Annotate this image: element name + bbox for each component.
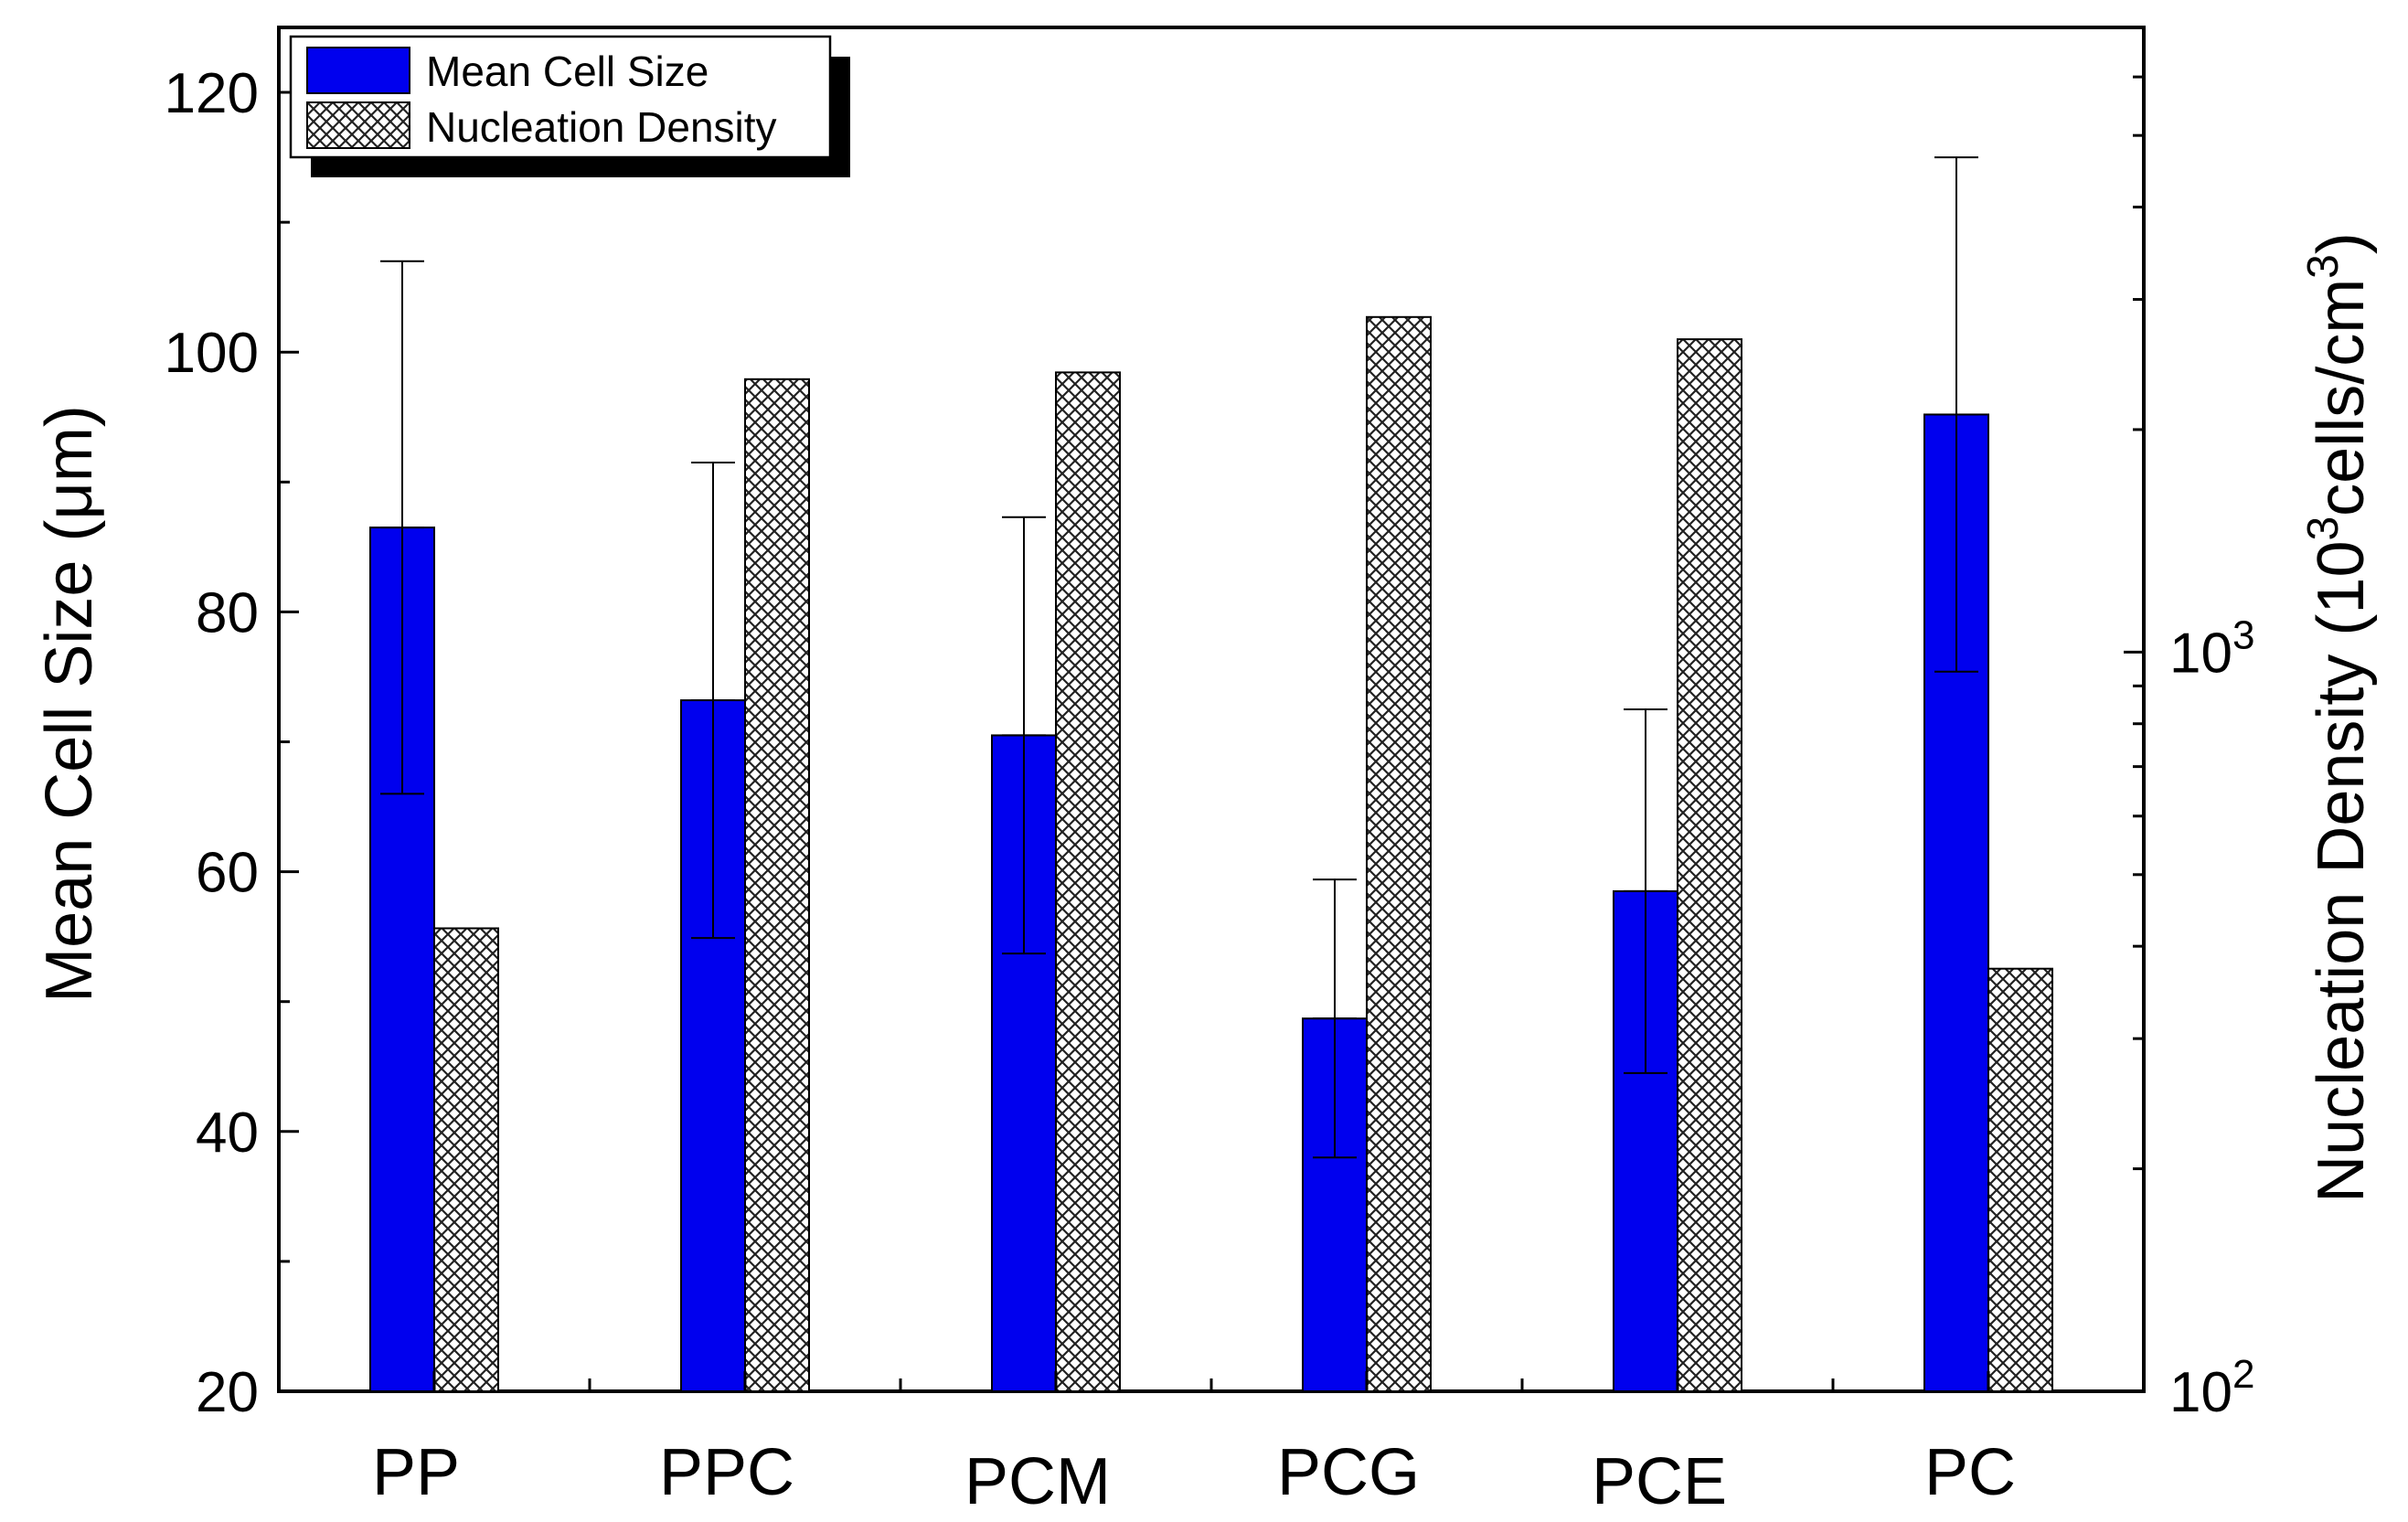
x-category-label-ppc: PPC xyxy=(659,1436,794,1509)
bar-nucleation-density-pp xyxy=(433,927,499,1392)
legend-swatch-nucleation-density xyxy=(306,101,410,149)
bar-nucleation-density-pcg xyxy=(1366,315,1432,1393)
error-bars-layer xyxy=(380,156,1978,1159)
left-y-axis: 20 40 60 80 100 120 xyxy=(165,62,299,1424)
bar-nucleation-density-pcm xyxy=(1055,371,1121,1392)
x-category-label-pce: PCE xyxy=(1592,1445,1727,1518)
x-category-label-pc: PC xyxy=(1924,1436,2016,1509)
left-axis-title: Mean Cell Size (μm) xyxy=(33,405,106,1003)
right-tick-label: 102 xyxy=(2169,1352,2254,1424)
plot-area-frame xyxy=(277,26,2146,1393)
bars-layer xyxy=(369,315,2053,1393)
legend-swatch-mean-cell-size xyxy=(306,47,410,94)
left-tick-label: 40 xyxy=(196,1102,259,1165)
left-tick-label: 100 xyxy=(165,322,259,385)
bar-nucleation-density-ppc xyxy=(744,378,810,1393)
bar-mean-cell-size-pce xyxy=(1613,889,1678,1392)
x-category-label-pp: PP xyxy=(372,1436,460,1509)
legend-label-mean-cell-size: Mean Cell Size xyxy=(426,48,709,95)
x-axis: PP PPC PCM PCG PCE PC xyxy=(372,1371,2016,1518)
left-tick-label: 120 xyxy=(165,62,259,125)
right-tick-label: 103 xyxy=(2169,612,2254,685)
legend-label-nucleation-density: Nucleation Density xyxy=(426,103,777,151)
bar-nucleation-density-pc xyxy=(1987,967,2053,1392)
left-tick-label: 20 xyxy=(196,1361,259,1424)
right-axis-title: Nucleation Density (103cells/cm3) xyxy=(2299,232,2378,1203)
right-y-axis: 102 103 xyxy=(2124,26,2254,1424)
x-category-label-pcm: PCM xyxy=(964,1445,1111,1518)
bar-nucleation-density-pce xyxy=(1677,338,1742,1392)
legend: Mean Cell Size Nucleation Density xyxy=(289,35,850,177)
left-tick-label: 60 xyxy=(196,842,259,905)
left-tick-label: 80 xyxy=(196,581,259,644)
x-category-label-pcg: PCG xyxy=(1277,1436,1420,1509)
